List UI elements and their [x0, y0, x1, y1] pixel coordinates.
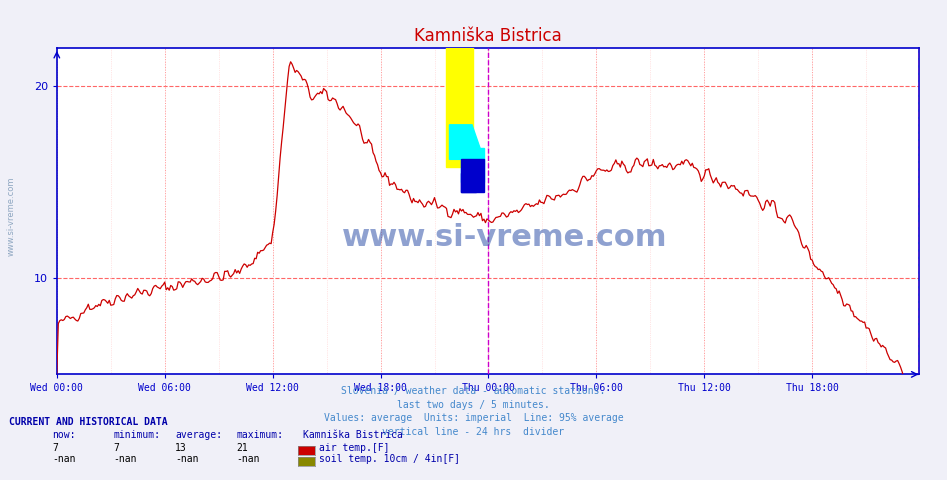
- Title: Kamniška Bistrica: Kamniška Bistrica: [414, 27, 562, 45]
- Polygon shape: [461, 159, 484, 192]
- Text: vertical line - 24 hrs  divider: vertical line - 24 hrs divider: [383, 427, 564, 437]
- Text: minimum:: minimum:: [114, 430, 161, 440]
- Text: average:: average:: [175, 430, 223, 440]
- Bar: [450, 125, 472, 159]
- Polygon shape: [450, 125, 484, 159]
- Text: Values: average  Units: imperial  Line: 95% average: Values: average Units: imperial Line: 95…: [324, 413, 623, 423]
- Text: -nan: -nan: [237, 454, 260, 464]
- Polygon shape: [450, 125, 472, 159]
- Text: www.si-vreme.com: www.si-vreme.com: [7, 176, 16, 256]
- Text: soil temp. 10cm / 4in[F]: soil temp. 10cm / 4in[F]: [319, 454, 460, 464]
- Text: -nan: -nan: [52, 454, 76, 464]
- Text: 21: 21: [237, 443, 248, 453]
- Bar: [446, 0, 474, 167]
- Text: air temp.[F]: air temp.[F]: [319, 443, 389, 453]
- Text: maximum:: maximum:: [237, 430, 284, 440]
- Bar: [461, 148, 484, 182]
- Text: www.si-vreme.com: www.si-vreme.com: [342, 223, 668, 252]
- Text: 13: 13: [175, 443, 187, 453]
- Text: last two days / 5 minutes.: last two days / 5 minutes.: [397, 400, 550, 410]
- Text: CURRENT AND HISTORICAL DATA: CURRENT AND HISTORICAL DATA: [9, 417, 169, 427]
- Text: 7: 7: [52, 443, 58, 453]
- Text: Kamniška Bistrica: Kamniška Bistrica: [303, 430, 402, 440]
- Text: -nan: -nan: [175, 454, 199, 464]
- Text: 7: 7: [114, 443, 119, 453]
- Bar: [461, 173, 476, 192]
- Text: Slovenia / weather data - automatic stations.: Slovenia / weather data - automatic stat…: [341, 386, 606, 396]
- Text: -nan: -nan: [114, 454, 137, 464]
- Text: now:: now:: [52, 430, 76, 440]
